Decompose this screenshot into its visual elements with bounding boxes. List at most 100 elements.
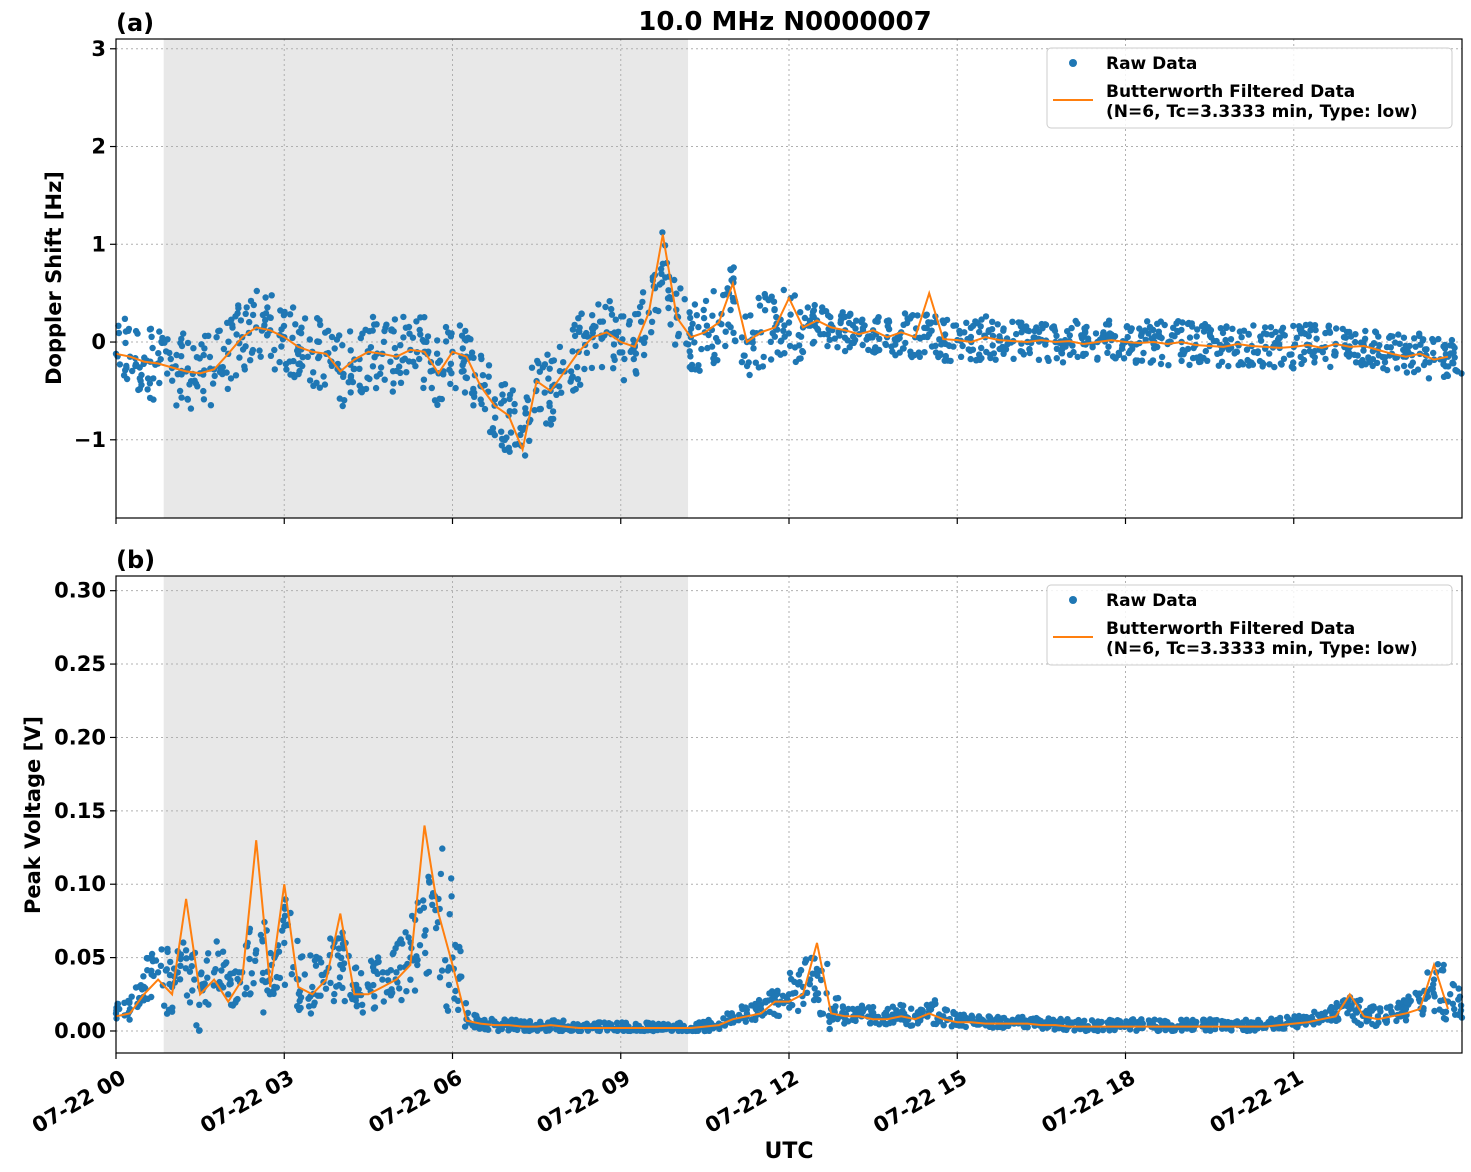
raw-point [630,355,637,363]
raw-point [389,950,396,958]
raw-point [1434,961,1442,968]
raw-point [340,373,347,380]
raw-point [270,990,277,997]
raw-point [306,336,313,343]
raw-point [259,977,266,984]
raw-point [309,983,316,991]
raw-point [1405,993,1412,1000]
raw-point [845,1018,852,1025]
raw-point [517,431,524,439]
raw-point [317,992,324,999]
raw-point [907,348,914,355]
raw-point [797,966,805,974]
raw-point [1200,328,1208,335]
raw-point [507,429,515,436]
raw-point [1154,1027,1161,1034]
raw-point [1033,324,1040,331]
raw-point [571,332,579,340]
raw-point [239,346,247,353]
raw-point [922,312,929,319]
raw-point [797,355,804,362]
raw-point [834,344,841,351]
raw-point [115,322,122,329]
raw-point [1352,359,1360,366]
raw-point [819,1010,827,1017]
raw-point [686,348,693,355]
raw-point [381,376,388,383]
raw-point [687,325,695,332]
raw-point [797,309,804,316]
raw-point [413,953,420,960]
raw-point [531,407,538,414]
raw-point [438,967,446,974]
raw-point [1407,362,1415,369]
raw-point [225,338,232,345]
raw-point [1424,969,1431,976]
raw-point [998,345,1006,352]
raw-point [257,353,264,360]
raw-point [436,974,444,981]
raw-point [218,967,225,974]
raw-point [390,380,397,387]
raw-point [908,313,915,320]
raw-point [186,968,194,975]
raw-point [264,304,271,311]
raw-point [1377,1005,1384,1012]
raw-point [121,999,128,1006]
raw-point [632,350,640,357]
raw-point [752,359,759,366]
raw-point [919,1007,926,1014]
raw-point [1286,351,1293,358]
raw-point [960,1011,967,1018]
raw-point [761,307,769,314]
raw-point [1295,323,1303,330]
raw-point [791,292,798,299]
raw-point [589,312,596,319]
raw-point [1457,1007,1465,1014]
raw-point [253,287,260,295]
raw-point [183,992,191,999]
raw-point [637,318,645,325]
raw-point [491,431,498,439]
raw-point [657,265,665,273]
raw-point [346,328,354,335]
raw-point [371,321,378,328]
raw-point [447,333,455,340]
raw-point [442,323,450,331]
raw-point [1223,324,1230,331]
raw-point [989,318,996,325]
raw-point [182,947,190,954]
raw-point [148,993,155,1001]
raw-point [1345,353,1353,360]
raw-point [1038,320,1045,328]
raw-point [1276,1014,1284,1022]
raw-point [448,875,455,882]
raw-point [837,317,845,324]
raw-point [1179,346,1186,354]
raw-point [1448,336,1456,344]
raw-point [305,995,312,1002]
raw-point [144,386,151,393]
raw-point [369,313,377,321]
raw-point [1422,358,1429,366]
raw-point [298,324,305,331]
y-tick-label: 0 [91,330,106,354]
raw-point [420,384,427,392]
raw-point [817,976,825,984]
raw-point [1328,1003,1335,1011]
raw-point [448,370,455,377]
raw-point [1144,318,1151,325]
raw-data-a [112,229,1465,459]
raw-point [804,304,811,311]
raw-point [901,310,909,317]
raw-point [1452,366,1459,374]
y-tick-label: 3 [91,37,106,61]
raw-point [403,988,410,995]
raw-point [328,333,336,341]
raw-point [299,354,306,361]
raw-point [511,408,518,415]
raw-point [1393,365,1401,372]
raw-point [1283,1013,1291,1021]
raw-point [356,382,363,389]
raw-point [959,342,966,350]
